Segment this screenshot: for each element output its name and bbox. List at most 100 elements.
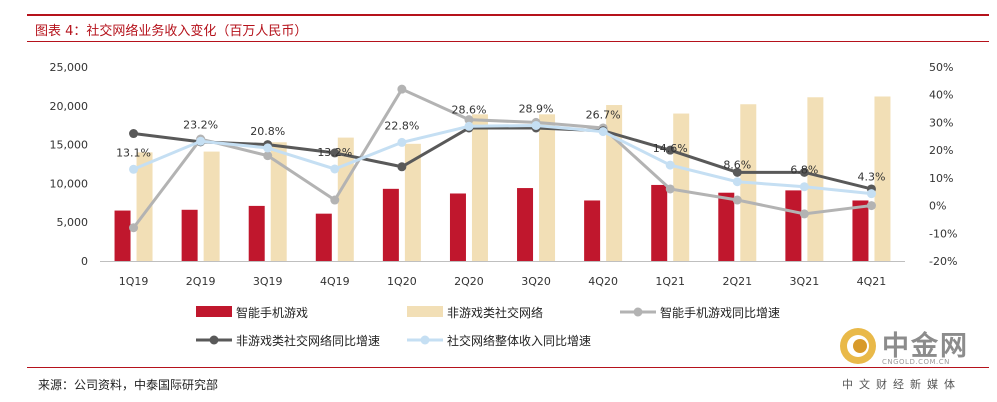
bar-social-network [874,96,891,261]
legend-swatch [196,306,232,317]
bar-mobile-game [181,209,198,261]
line-social-yoy-point [799,167,809,177]
right-axis-tick-label: -20% [929,255,957,268]
line-social-yoy [133,126,872,191]
x-axis-tick-label: 4Q19 [320,275,350,288]
legend-marker [420,335,430,345]
data-label-total-yoy: 6.8% [790,164,818,177]
watermark: 中金网 CNGOLD.COM.CN 中文财经新媒体 [838,324,988,394]
bar-social-network [337,137,354,261]
bar-mobile-game [248,205,265,261]
line-total-yoy-point [263,143,273,153]
watermark-logo-text: 中金网 [882,331,969,362]
legend-swatch [407,306,443,317]
legend-label: 智能手机游戏 [236,305,308,320]
data-label-total-yoy: 4.3% [857,171,885,184]
bar-social-network [136,152,153,261]
bar-mobile-game [382,188,399,261]
bar-social-network [807,97,824,261]
x-axis-tick-label: 1Q20 [387,275,417,288]
bar-mobile-game [315,213,332,261]
bar-mobile-game [449,193,466,261]
left-axis-tick-label: 20,000 [50,100,89,113]
line-total-yoy-point [598,127,608,137]
data-label-total-yoy: 13.1% [116,146,151,159]
x-axis-tick-label: 2Q20 [454,275,484,288]
left-axis-tick-label: 0 [81,255,88,268]
x-axis-tick-label: 3Q20 [521,275,551,288]
source-note: 来源：公司资料，中泰国际研究部 [38,378,219,392]
line-mobile-game-yoy-point [665,184,675,194]
right-axis-tick-label: 50% [929,61,953,74]
bar-social-network [606,105,623,261]
bar-social-network [270,142,287,261]
left-axis: 0 5,000 10,000 15,000 20,000 25,000 [50,61,89,268]
legend-label: 智能手机游戏同比增速 [660,305,780,320]
line-mobile-game-yoy-point [799,209,809,219]
line-series [129,84,876,233]
line-mobile-game-yoy-point [129,223,139,233]
x-axis-tick-label: 1Q21 [655,275,685,288]
bar-social-network [404,143,421,261]
line-mobile-game-yoy-point [866,201,876,211]
x-axis-tick-label: 3Q19 [253,275,283,288]
watermark-logo-icon [840,328,876,364]
x-axis-tick-label: 2Q21 [722,275,752,288]
right-axis-tick-label: 30% [929,116,953,129]
line-total-yoy-point [665,160,675,170]
data-labels: 13.1% 23.2% 20.8% 13.2% 22.8% 28.6% 28.9% 26.7%… [116,102,885,183]
line-mobile-game-yoy-point [732,195,742,205]
data-label-total-yoy: 8.6% [723,159,751,172]
right-axis-tick-label: -10% [929,227,957,240]
line-total-yoy-point [866,189,876,199]
bar-mobile-game [651,184,668,261]
right-axis: -20% -10% 0% 10% 20% 30% 40% 50% [929,61,957,268]
bar-mobile-game [785,190,802,261]
bar-social-network [539,114,556,261]
line-social-yoy-point [397,162,407,172]
line-total-yoy-point [799,182,809,192]
legend-label: 非游戏类社交网络同比增速 [236,333,380,348]
line-mobile-game-yoy-point [397,84,407,94]
bar-mobile-game [852,200,869,261]
line-mobile-game-yoy [132,87,872,229]
chart-title: 图表 4：社交网络业务收入变化（百万人民币） [35,24,308,39]
data-label-total-yoy: 23.2% [183,118,218,131]
data-label-total-yoy: 14.6% [653,142,688,155]
bar-series [114,96,891,261]
watermark-url: CNGOLD.COM.CN [882,358,950,366]
bar-mobile-game [718,192,735,261]
bar-social-network [203,151,220,261]
line-mobile-game-yoy-point [464,115,474,125]
x-axis-tick-label: 4Q20 [588,275,618,288]
x-axis: 1Q19 2Q19 3Q19 4Q19 1Q20 2Q20 3Q20 4Q20 1Q21 2Q21… [119,275,887,288]
line-mobile-game-yoy-point [330,195,340,205]
bar-social-network [471,114,488,261]
x-axis-tick-label: 3Q21 [790,275,820,288]
bar-mobile-game [114,210,131,261]
line-social-yoy-point [732,167,742,177]
line-mobile-game-yoy-point [263,151,273,161]
line-total-yoy-point [196,136,206,146]
line-social-yoy-point [665,145,675,155]
line-social-yoy-point [330,148,340,158]
line-social-yoy-point [129,129,139,139]
line-total-yoy-point [464,121,474,131]
line-total-yoy-point [732,177,742,187]
legend-label: 社交网络整体收入同比增速 [447,333,591,348]
line-total-yoy-point [531,120,541,130]
x-axis-tick-label: 1Q19 [119,275,149,288]
x-axis-tick-label: 4Q21 [857,275,887,288]
bar-mobile-game [517,188,534,261]
legend-marker [633,307,643,317]
line-total-yoy-point [397,137,407,147]
legend-marker [209,335,219,345]
footer-divider [27,367,989,368]
left-axis-tick-label: 15,000 [50,139,89,152]
right-axis-tick-label: 40% [929,89,953,102]
left-axis-tick-label: 10,000 [50,177,89,190]
left-axis-tick-label: 25,000 [50,61,89,74]
line-total-yoy-point [330,164,340,174]
